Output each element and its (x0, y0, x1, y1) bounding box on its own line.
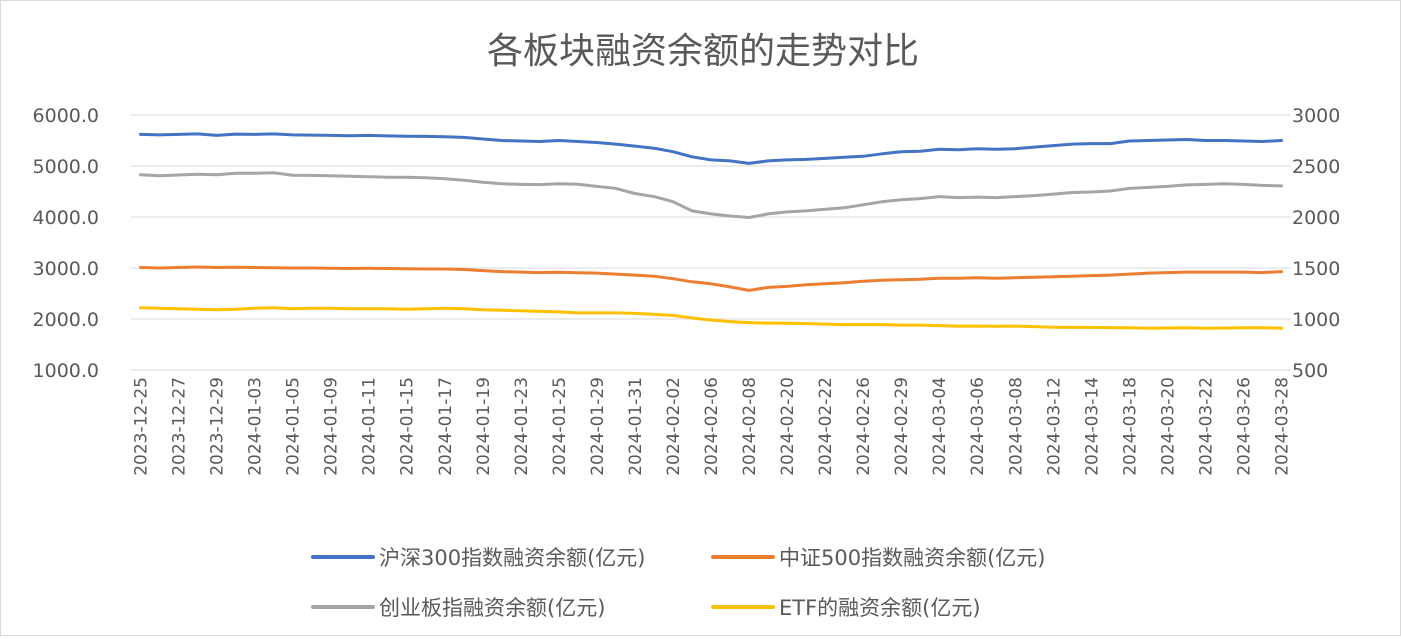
legend-label: ETF的融资余额(亿元) (779, 596, 981, 620)
x-tick-label: 2024-02-02 (664, 377, 684, 476)
y-left-tick-label: 1000.0 (33, 360, 99, 382)
y-left-tick-label: 4000.0 (33, 207, 99, 229)
x-tick-label: 2023-12-25 (132, 377, 152, 476)
y-right-tick-label: 2000 (1292, 207, 1340, 229)
x-tick-label: 2024-03-08 (1006, 377, 1026, 476)
y-left-tick-label: 2000.0 (33, 309, 99, 331)
y-right-tick-label: 500 (1292, 360, 1328, 382)
grid-lines (131, 114, 1291, 371)
legend-label: 创业板指融资余额(亿元) (379, 596, 605, 620)
x-tick-label: 2024-02-29 (892, 377, 912, 476)
y-right-tick-label: 2500 (1292, 156, 1340, 178)
x-tick-label: 2024-01-03 (246, 377, 266, 476)
series-line-3 (139, 171, 1283, 219)
x-tick-label: 2024-03-20 (1158, 377, 1178, 476)
x-tick-label: 2024-01-29 (588, 377, 608, 476)
x-tick-label: 2024-01-15 (398, 377, 418, 476)
x-axis: 2023-12-25 2023-12-27 2023-12-29 2024-01-03… (132, 377, 1293, 476)
legend-label: 中证500指数融资余额(亿元) (779, 546, 1045, 570)
legend: 沪深300指数融资余额(亿元) 中证500指数融资余额(亿元) 创业板指融资余额(亿… (311, 546, 1045, 620)
x-tick-label: 2024-03-04 (930, 377, 950, 476)
y-left-tick-label: 6000.0 (33, 105, 99, 127)
y-left-tick-label: 3000.0 (33, 258, 99, 280)
y-right-tick-label: 3000 (1292, 105, 1340, 127)
y-right-tick-label: 1000 (1292, 309, 1340, 331)
x-tick-label: 2024-03-26 (1234, 377, 1254, 476)
series-line-2 (139, 265, 1283, 292)
series-line-4 (139, 306, 1283, 330)
x-tick-label: 2024-01-09 (322, 377, 342, 476)
x-tick-label: 2024-03-14 (1082, 377, 1102, 476)
y-left-tick-label: 5000.0 (33, 156, 99, 178)
x-tick-label: 2024-02-22 (816, 377, 836, 476)
x-tick-label: 2024-01-23 (512, 377, 532, 476)
x-tick-label: 2024-01-11 (360, 377, 380, 476)
x-tick-label: 2024-03-28 (1272, 377, 1292, 476)
y-right-tick-label: 1500 (1292, 258, 1340, 280)
x-tick-label: 2024-03-12 (1044, 377, 1064, 476)
x-tick-label: 2024-03-18 (1120, 377, 1140, 476)
legend-label: 沪深300指数融资余额(亿元) (379, 546, 645, 570)
series-line-1 (139, 132, 1283, 165)
x-tick-label: 2024-03-06 (968, 377, 988, 476)
x-tick-label: 2024-01-05 (284, 377, 304, 476)
chart-title: 各板块融资余额的走势对比 (487, 31, 919, 72)
x-tick-label: 2024-01-19 (474, 377, 494, 476)
x-tick-label: 2023-12-29 (208, 377, 228, 476)
y-axis-left: 1000.0 2000.0 3000.0 4000.0 5000.0 6000.0 (33, 105, 99, 382)
x-tick-label: 2024-02-06 (702, 377, 722, 476)
x-tick-label: 2024-02-26 (854, 377, 874, 476)
y-axis-right: 500 1000 1500 2000 2500 3000 (1292, 105, 1340, 382)
x-tick-label: 2024-02-20 (778, 377, 798, 476)
x-tick-label: 2024-02-08 (740, 377, 760, 476)
x-tick-label: 2024-03-22 (1196, 377, 1216, 476)
series-lines (139, 132, 1283, 330)
x-tick-label: 2023-12-27 (170, 377, 190, 476)
x-tick-label: 2024-01-17 (436, 377, 456, 476)
x-tick-label: 2024-01-31 (626, 377, 646, 476)
x-tick-label: 2024-01-25 (550, 377, 570, 476)
